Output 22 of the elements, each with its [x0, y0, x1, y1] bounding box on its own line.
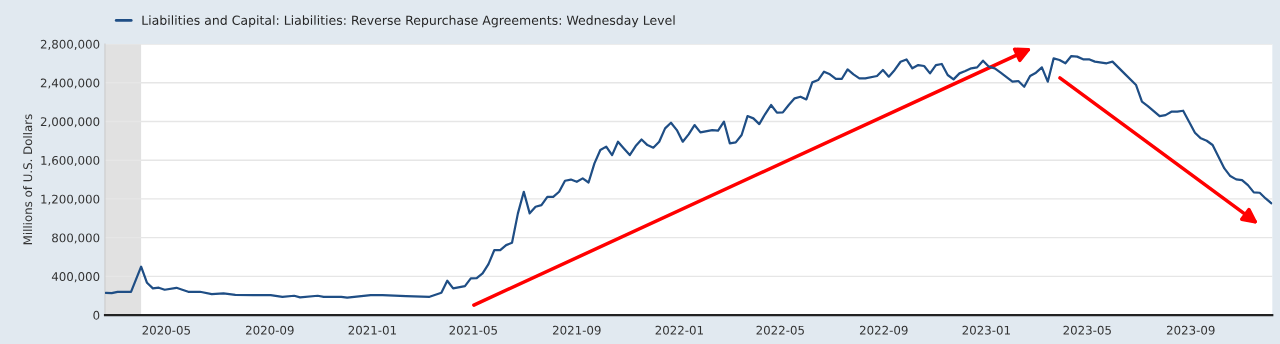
x-tick-label: 2023-09 — [1166, 325, 1215, 335]
x-tick-label: 2020-09 — [246, 325, 294, 335]
y-tick-label: 0 — [93, 310, 100, 320]
x-tick-label: 2023-05 — [1063, 325, 1111, 335]
x-tick-label: 2020-05 — [142, 325, 190, 335]
y-axis-title: Millions of U.S. Dollars — [23, 114, 33, 245]
legend-label: Liabilities and Capital: Liabilities: Reverse Repurchase Agreements: Wednesday Level — [142, 15, 675, 28]
y-tick-label: 2,000,000 — [40, 117, 100, 128]
x-tick-label: 2021-09 — [552, 325, 601, 335]
x-tick-label: 2023-01 — [962, 325, 1010, 335]
x-tick-label: 2022-01 — [655, 325, 703, 335]
y-tick-label: 400,000 — [51, 272, 100, 283]
x-tick-label: 2022-09 — [859, 325, 908, 335]
y-tick-label: 1,600,000 — [41, 155, 100, 167]
y-tick-label: 2,400,000 — [40, 78, 100, 89]
x-tick-label: 2022-05 — [756, 325, 804, 335]
y-tick-label: 1,200,000 — [41, 194, 100, 205]
y-tick-label: 2,800,000 — [40, 39, 100, 50]
line-series — [104, 54, 1273, 299]
y-tick-label: 800,000 — [52, 233, 100, 244]
x-tick-label: 2021-01 — [348, 325, 396, 335]
x-tick-label: 2021-05 — [449, 325, 497, 335]
